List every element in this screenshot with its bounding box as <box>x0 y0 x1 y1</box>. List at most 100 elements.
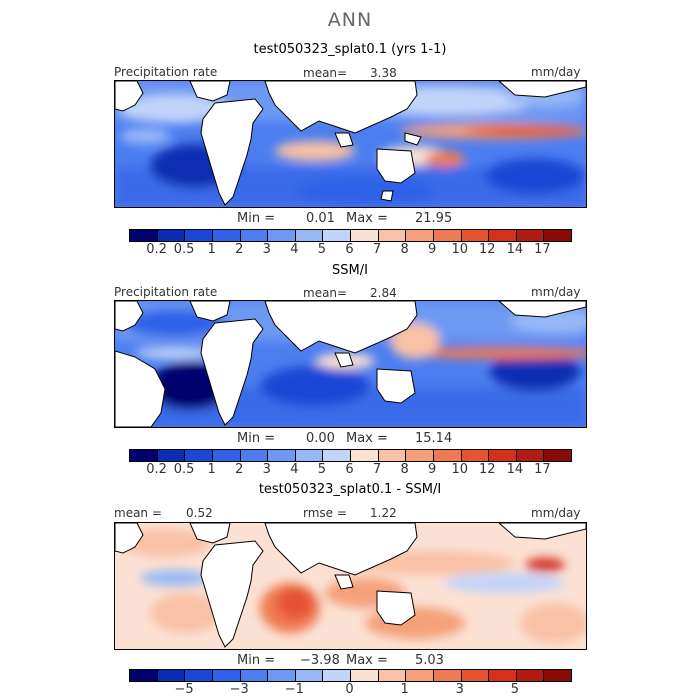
colorbar-tick-label: 0.5 <box>173 462 195 477</box>
colorbar-tick-label: 5 <box>317 242 327 257</box>
colorbar-tick-label: −3 <box>229 682 249 697</box>
colorbar-swatch <box>157 230 186 241</box>
colorbar-swatch <box>157 450 186 461</box>
colorbar-tick-label: 2 <box>235 242 244 257</box>
colorbar-tick-label: 2 <box>235 462 244 477</box>
colorbar-swatch <box>544 230 571 241</box>
panel2-max-label: Max = <box>346 431 388 446</box>
colorbar-tick-label: 9 <box>428 462 437 477</box>
colorbar-tick-label: 7 <box>372 242 382 257</box>
colorbar-tick-label: 14 <box>506 462 524 477</box>
panel1-min-label: Min = <box>237 211 276 226</box>
colorbar-swatch <box>212 670 241 681</box>
colorbar-tick-label: 8 <box>400 462 409 477</box>
colorbar-swatch <box>378 670 407 681</box>
panel2-subtitle: SSM/I <box>332 263 368 278</box>
panel2-min-label: Min = <box>237 431 276 446</box>
colorbar-swatch <box>157 670 186 681</box>
colorbar-swatch <box>268 670 296 681</box>
colorbar-swatch <box>461 230 490 241</box>
colorbar-swatch <box>185 450 213 461</box>
panel3-max-label: Max = <box>346 653 388 668</box>
colorbar-swatch <box>268 450 296 461</box>
panel3-continents <box>115 523 586 648</box>
colorbar-tick-label: 12 <box>479 242 496 257</box>
colorbar-swatch <box>295 450 324 461</box>
panel2-mean-label: mean= <box>303 286 348 300</box>
colorbar-tick-label: 3 <box>262 462 271 477</box>
colorbar-swatch <box>433 230 462 241</box>
panel3-rmse-label: rmse = <box>303 506 347 520</box>
colorbar-swatch <box>406 450 434 461</box>
colorbar-swatch <box>185 670 213 681</box>
colorbar-tick-label: 4 <box>290 462 299 477</box>
colorbar-swatch <box>544 450 571 461</box>
colorbar-tick-label: 9 <box>428 242 437 257</box>
colorbar-swatch <box>516 230 545 241</box>
panel1-mean-value: 3.38 <box>370 66 397 80</box>
colorbar-swatch <box>378 230 407 241</box>
colorbar-swatch <box>130 230 158 241</box>
panel1-max-label: Max = <box>346 211 388 226</box>
colorbar-tick-label: 3 <box>455 682 464 697</box>
panel1-subtitle: test050323_splat0.1 (yrs 1-1) <box>253 42 447 57</box>
panel1-colorbar <box>129 229 572 242</box>
panel1-variable-label: Precipitation rate <box>114 65 218 79</box>
colorbar-swatch <box>516 670 545 681</box>
panel1-colorbar-ticks: 0.2 0.5 1 2 3 4 5 6 7 8 9 10 12 14 17 <box>0 242 700 258</box>
panel2-max-value: 15.14 <box>415 431 453 446</box>
panel3-min-value: −3.98 <box>300 653 340 668</box>
colorbar-tick-label: 10 <box>451 462 469 477</box>
panel1-map <box>114 80 587 208</box>
panel3-units: mm/day <box>531 506 581 520</box>
panel3-mean-label: mean = <box>114 506 162 520</box>
figure-title: ANN <box>327 9 373 31</box>
colorbar-tick-label: 14 <box>506 242 524 257</box>
colorbar-swatch <box>489 230 517 241</box>
panel2-colorbar <box>129 449 572 462</box>
panel2-map <box>114 300 587 428</box>
colorbar-tick-label: 1 <box>207 462 216 477</box>
panel3-subtitle: test050323_splat0.1 - SSM/I <box>258 482 442 497</box>
panel2-mean-value: 2.84 <box>370 286 397 300</box>
panel1-map-svg <box>115 81 586 207</box>
panel1-mean-label: mean= <box>303 66 348 80</box>
colorbar-swatch <box>378 450 407 461</box>
colorbar-swatch <box>516 450 545 461</box>
colorbar-tick-label: 5 <box>510 682 520 697</box>
panel2-colorbar-ticks: 0.2 0.5 1 2 3 4 5 6 7 8 9 10 12 14 17 <box>0 462 700 478</box>
panel2-continents <box>115 301 586 427</box>
colorbar-tick-label: 10 <box>451 242 469 257</box>
colorbar-tick-label: 3 <box>262 242 271 257</box>
colorbar-swatch <box>212 230 241 241</box>
colorbar-tick-label: 6 <box>345 242 354 257</box>
panel1-units: mm/day <box>531 65 581 79</box>
panel3-colorbar <box>129 669 572 682</box>
colorbar-swatch <box>240 670 269 681</box>
panel3-map-svg <box>115 523 586 649</box>
colorbar-tick-label: 17 <box>534 242 551 257</box>
colorbar-swatch <box>323 670 351 681</box>
colorbar-swatch <box>323 230 351 241</box>
panel3-diff-field <box>120 529 586 643</box>
colorbar-swatch <box>130 450 158 461</box>
colorbar-swatch <box>433 670 462 681</box>
colorbar-swatch <box>461 670 490 681</box>
colorbar-swatch <box>544 670 571 681</box>
colorbar-swatch <box>130 670 158 681</box>
panel1-min-value: 0.01 <box>306 211 335 226</box>
colorbar-swatch <box>185 230 213 241</box>
colorbar-swatch <box>351 230 379 241</box>
colorbar-tick-label: 6 <box>345 462 354 477</box>
panel3-colorbar-ticks: −5 −3 −1 0 1 3 5 <box>0 682 700 698</box>
panel3-map <box>114 522 587 650</box>
colorbar-swatch <box>351 670 379 681</box>
colorbar-swatch <box>433 450 462 461</box>
panel3-max-value: 5.03 <box>415 653 444 668</box>
colorbar-tick-label: 17 <box>534 462 551 477</box>
colorbar-tick-label: 7 <box>372 462 382 477</box>
colorbar-swatch <box>295 670 324 681</box>
colorbar-swatch <box>212 450 241 461</box>
panel3-rmse-value: 1.22 <box>370 506 397 520</box>
panel2-variable-label: Precipitation rate <box>114 285 218 299</box>
